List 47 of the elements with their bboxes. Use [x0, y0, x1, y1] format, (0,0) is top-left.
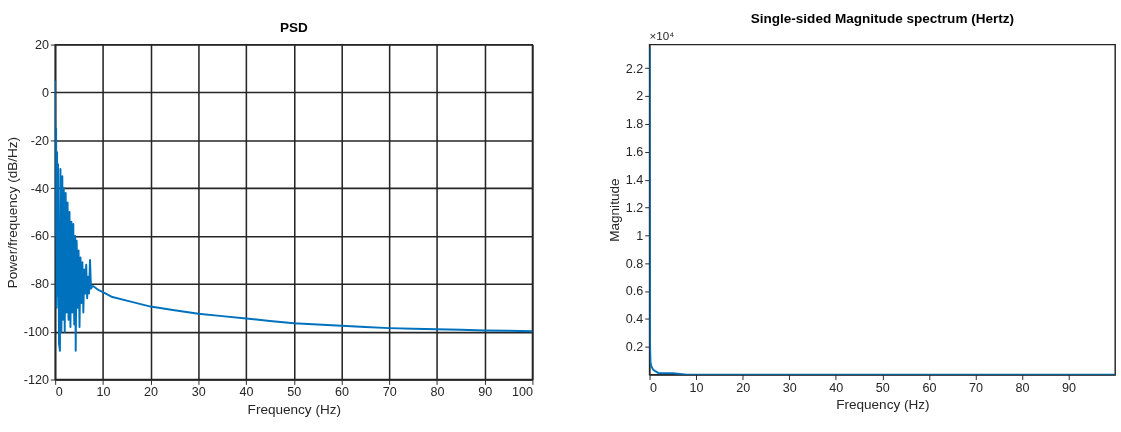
y-tick-label: 1.6: [625, 145, 644, 160]
x-axis-title: Frequency (Hz): [836, 397, 930, 413]
x-tick-label: 60: [922, 380, 937, 395]
y-tick-label: 2: [636, 89, 644, 104]
x-tick-label: 40: [239, 385, 254, 400]
x-tick-label: 50: [875, 380, 890, 395]
x-tick-label: 0: [55, 385, 63, 400]
x-tick-label: 10: [689, 380, 704, 395]
x-tick-label: 60: [335, 385, 350, 400]
y-tick-label: -20: [30, 133, 49, 148]
x-tick-label: 0: [650, 380, 658, 395]
x-tick-label: 50: [287, 385, 302, 400]
y-tick-label: -80: [30, 277, 49, 292]
chart-title: PSD: [279, 20, 308, 36]
x-tick-label: 80: [430, 385, 445, 400]
y-tick-label: 0: [41, 85, 49, 100]
y-axis-title: Magnitude: [607, 178, 622, 242]
x-tick-label: 10: [96, 385, 111, 400]
y-tick-label: 20: [34, 37, 49, 52]
text: ×10⁴: [649, 28, 675, 42]
x-axis-title: Frequency (Hz): [247, 401, 341, 417]
x-tick-label: 80: [1015, 380, 1030, 395]
x-tick-label: 40: [829, 380, 844, 395]
x-tick-label: 90: [1062, 380, 1077, 395]
y-tick-label: 0.2: [625, 340, 644, 355]
y-tick-label: 2.2: [625, 61, 644, 76]
y-tick-label: 1.8: [625, 117, 644, 132]
y-tick-label: 0.6: [625, 284, 644, 299]
x-tick-label: 20: [144, 385, 159, 400]
y-tick-label: 1.2: [625, 200, 644, 215]
x-tick-label: 70: [382, 385, 397, 400]
x-tick-label: 20: [736, 380, 751, 395]
y-tick-label: -100: [23, 325, 49, 340]
y-tick-label: -60: [30, 229, 49, 244]
y-tick-label: 1: [636, 228, 644, 243]
y-tick-label: 0.8: [625, 256, 644, 271]
y-axis-title: Power/frequency (dB/Hz): [4, 136, 20, 289]
x-tick-label: 30: [782, 380, 797, 395]
y-tick-label: 1.4: [625, 173, 644, 188]
y-tick-label: -40: [30, 181, 49, 196]
x-tick-label: 90: [478, 385, 493, 400]
x-tick-label: 30: [191, 385, 206, 400]
y-tick-label: -120: [23, 372, 49, 387]
x-tick-label: 70: [968, 380, 983, 395]
x-tick-label: 100: [511, 385, 533, 400]
chart-title: Single-sided Magnitude spectrum (Hertz): [750, 11, 1015, 27]
y-tick-label: 0.4: [625, 312, 644, 327]
